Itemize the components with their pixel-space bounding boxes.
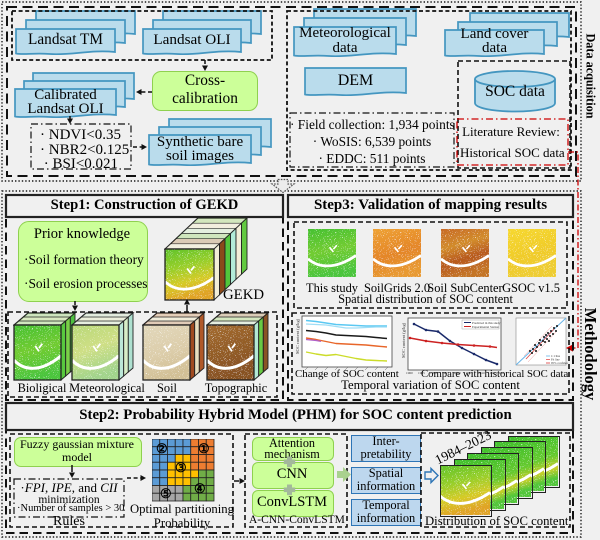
svg-text:Experimental Station: Experimental Station	[472, 325, 499, 329]
svg-text:SOC content (g/kg): SOC content (g/kg)	[401, 322, 406, 358]
svg-text:1960: 1960	[406, 371, 413, 375]
svg-text:SOC content (g/kg): SOC content (g/kg)	[295, 318, 300, 354]
svg-text:95% confidence: 95% confidence	[551, 361, 568, 365]
